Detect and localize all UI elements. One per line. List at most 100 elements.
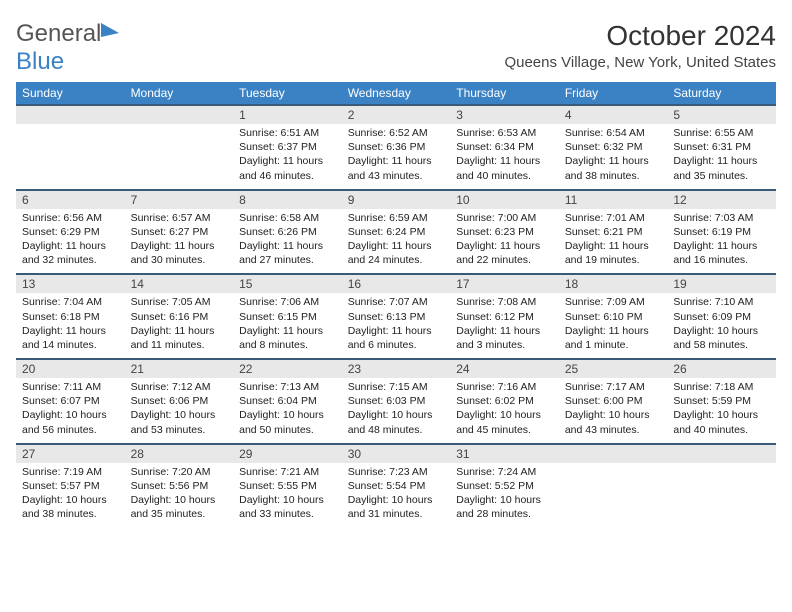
sunset-text: Sunset: 6:09 PM	[673, 310, 770, 324]
day-cell: 6Sunrise: 6:56 AMSunset: 6:29 PMDaylight…	[16, 190, 125, 275]
sunrise-text: Sunrise: 6:57 AM	[131, 211, 228, 225]
sunset-text: Sunset: 6:00 PM	[565, 394, 662, 408]
day-content	[667, 463, 776, 525]
day-number: 28	[125, 445, 234, 463]
sunset-text: Sunset: 6:13 PM	[348, 310, 445, 324]
daylight-text: Daylight: 11 hours and 22 minutes.	[456, 239, 553, 267]
day-content: Sunrise: 7:05 AMSunset: 6:16 PMDaylight:…	[125, 293, 234, 358]
day-number: 20	[16, 360, 125, 378]
daylight-text: Daylight: 10 hours and 31 minutes.	[348, 493, 445, 521]
day-number: 15	[233, 275, 342, 293]
sunset-text: Sunset: 6:27 PM	[131, 225, 228, 239]
daylight-text: Daylight: 10 hours and 48 minutes.	[348, 408, 445, 436]
daylight-text: Daylight: 10 hours and 58 minutes.	[673, 324, 770, 352]
day-number: 13	[16, 275, 125, 293]
sunrise-text: Sunrise: 7:11 AM	[22, 380, 119, 394]
day-number: 21	[125, 360, 234, 378]
sunset-text: Sunset: 6:26 PM	[239, 225, 336, 239]
day-number: 31	[450, 445, 559, 463]
day-cell: 11Sunrise: 7:01 AMSunset: 6:21 PMDayligh…	[559, 190, 668, 275]
daylight-text: Daylight: 10 hours and 40 minutes.	[673, 408, 770, 436]
daylight-text: Daylight: 10 hours and 53 minutes.	[131, 408, 228, 436]
day-header-row: Sunday Monday Tuesday Wednesday Thursday…	[16, 82, 776, 105]
sunset-text: Sunset: 6:21 PM	[565, 225, 662, 239]
day-header-friday: Friday	[559, 82, 668, 105]
day-content: Sunrise: 7:24 AMSunset: 5:52 PMDaylight:…	[450, 463, 559, 528]
day-content: Sunrise: 6:57 AMSunset: 6:27 PMDaylight:…	[125, 209, 234, 274]
day-cell: 21Sunrise: 7:12 AMSunset: 6:06 PMDayligh…	[125, 359, 234, 444]
sunrise-text: Sunrise: 7:08 AM	[456, 295, 553, 309]
calendar-body: 1Sunrise: 6:51 AMSunset: 6:37 PMDaylight…	[16, 105, 776, 527]
sunset-text: Sunset: 5:56 PM	[131, 479, 228, 493]
day-header-monday: Monday	[125, 82, 234, 105]
daylight-text: Daylight: 11 hours and 8 minutes.	[239, 324, 336, 352]
daylight-text: Daylight: 11 hours and 16 minutes.	[673, 239, 770, 267]
day-content: Sunrise: 7:12 AMSunset: 6:06 PMDaylight:…	[125, 378, 234, 443]
day-number: 22	[233, 360, 342, 378]
sunset-text: Sunset: 6:10 PM	[565, 310, 662, 324]
sunrise-text: Sunrise: 7:07 AM	[348, 295, 445, 309]
daylight-text: Daylight: 11 hours and 35 minutes.	[673, 154, 770, 182]
week-row: 27Sunrise: 7:19 AMSunset: 5:57 PMDayligh…	[16, 444, 776, 528]
daylight-text: Daylight: 11 hours and 14 minutes.	[22, 324, 119, 352]
day-cell	[559, 444, 668, 528]
day-cell	[667, 444, 776, 528]
day-cell: 29Sunrise: 7:21 AMSunset: 5:55 PMDayligh…	[233, 444, 342, 528]
sunrise-text: Sunrise: 6:54 AM	[565, 126, 662, 140]
sunset-text: Sunset: 6:07 PM	[22, 394, 119, 408]
day-content: Sunrise: 7:13 AMSunset: 6:04 PMDaylight:…	[233, 378, 342, 443]
daylight-text: Daylight: 11 hours and 24 minutes.	[348, 239, 445, 267]
header: General Blue October 2024 Queens Village…	[16, 20, 776, 76]
day-cell: 26Sunrise: 7:18 AMSunset: 5:59 PMDayligh…	[667, 359, 776, 444]
day-content: Sunrise: 7:01 AMSunset: 6:21 PMDaylight:…	[559, 209, 668, 274]
sunrise-text: Sunrise: 6:56 AM	[22, 211, 119, 225]
day-number: 12	[667, 191, 776, 209]
logo: General Blue	[16, 20, 119, 76]
day-cell: 23Sunrise: 7:15 AMSunset: 6:03 PMDayligh…	[342, 359, 451, 444]
week-row: 1Sunrise: 6:51 AMSunset: 6:37 PMDaylight…	[16, 105, 776, 190]
sunrise-text: Sunrise: 7:18 AM	[673, 380, 770, 394]
day-content: Sunrise: 6:54 AMSunset: 6:32 PMDaylight:…	[559, 124, 668, 189]
day-content: Sunrise: 6:53 AMSunset: 6:34 PMDaylight:…	[450, 124, 559, 189]
sunset-text: Sunset: 5:57 PM	[22, 479, 119, 493]
logo-text-general: General	[16, 20, 101, 47]
day-number: 7	[125, 191, 234, 209]
day-content	[559, 463, 668, 525]
daylight-text: Daylight: 11 hours and 32 minutes.	[22, 239, 119, 267]
daylight-text: Daylight: 11 hours and 19 minutes.	[565, 239, 662, 267]
sunrise-text: Sunrise: 7:21 AM	[239, 465, 336, 479]
day-content: Sunrise: 7:04 AMSunset: 6:18 PMDaylight:…	[16, 293, 125, 358]
day-number: 17	[450, 275, 559, 293]
day-cell: 31Sunrise: 7:24 AMSunset: 5:52 PMDayligh…	[450, 444, 559, 528]
day-number	[125, 106, 234, 124]
daylight-text: Daylight: 11 hours and 3 minutes.	[456, 324, 553, 352]
daylight-text: Daylight: 10 hours and 28 minutes.	[456, 493, 553, 521]
day-cell: 16Sunrise: 7:07 AMSunset: 6:13 PMDayligh…	[342, 274, 451, 359]
day-header-thursday: Thursday	[450, 82, 559, 105]
sunset-text: Sunset: 6:29 PM	[22, 225, 119, 239]
sunset-text: Sunset: 6:24 PM	[348, 225, 445, 239]
day-content: Sunrise: 7:17 AMSunset: 6:00 PMDaylight:…	[559, 378, 668, 443]
day-cell: 22Sunrise: 7:13 AMSunset: 6:04 PMDayligh…	[233, 359, 342, 444]
day-content: Sunrise: 7:23 AMSunset: 5:54 PMDaylight:…	[342, 463, 451, 528]
sunset-text: Sunset: 6:32 PM	[565, 140, 662, 154]
daylight-text: Daylight: 11 hours and 6 minutes.	[348, 324, 445, 352]
daylight-text: Daylight: 10 hours and 56 minutes.	[22, 408, 119, 436]
month-title: October 2024	[504, 20, 776, 52]
sunset-text: Sunset: 6:19 PM	[673, 225, 770, 239]
daylight-text: Daylight: 10 hours and 38 minutes.	[22, 493, 119, 521]
day-content	[125, 124, 234, 186]
sunrise-text: Sunrise: 7:19 AM	[22, 465, 119, 479]
sunrise-text: Sunrise: 6:58 AM	[239, 211, 336, 225]
day-number: 19	[667, 275, 776, 293]
daylight-text: Daylight: 11 hours and 40 minutes.	[456, 154, 553, 182]
day-cell	[125, 105, 234, 190]
sunrise-text: Sunrise: 7:24 AM	[456, 465, 553, 479]
day-content: Sunrise: 6:51 AMSunset: 6:37 PMDaylight:…	[233, 124, 342, 189]
day-number: 1	[233, 106, 342, 124]
daylight-text: Daylight: 10 hours and 45 minutes.	[456, 408, 553, 436]
day-content: Sunrise: 7:18 AMSunset: 5:59 PMDaylight:…	[667, 378, 776, 443]
sunset-text: Sunset: 6:23 PM	[456, 225, 553, 239]
week-row: 6Sunrise: 6:56 AMSunset: 6:29 PMDaylight…	[16, 190, 776, 275]
sunrise-text: Sunrise: 7:17 AM	[565, 380, 662, 394]
